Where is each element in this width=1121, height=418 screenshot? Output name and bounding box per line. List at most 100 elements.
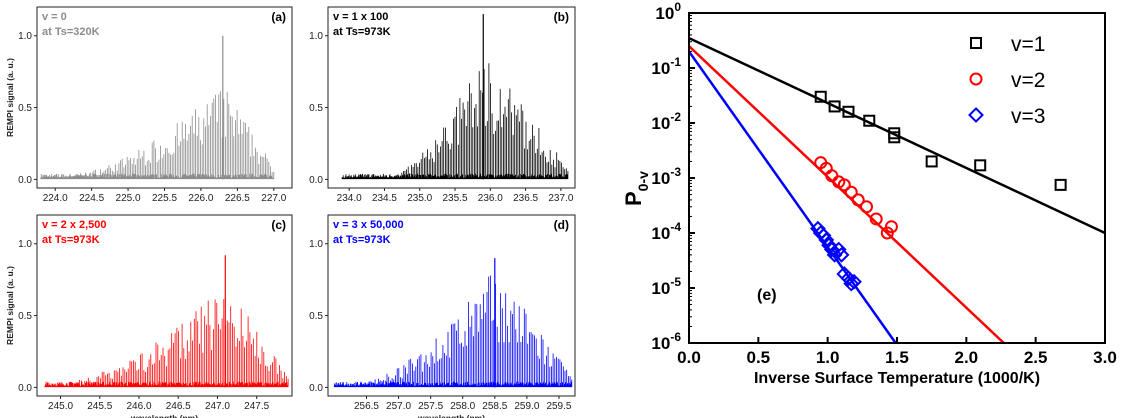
- point-v=1: [828, 100, 841, 113]
- y-tick-label: 1.0: [18, 31, 32, 42]
- x-tick-label: 245.0: [48, 401, 73, 412]
- point-v=3: [815, 227, 832, 244]
- x-tick-label: 225.5: [152, 193, 177, 204]
- x-tick-label: 3.0: [1093, 348, 1117, 367]
- point-v=3: [833, 246, 850, 263]
- x-tick-label: 2.5: [1024, 348, 1048, 367]
- annotation-line-1: v = 0: [42, 11, 67, 23]
- y-tick-base: 10: [651, 279, 670, 298]
- x-tick-label: 256.5: [354, 401, 379, 412]
- point-v=3: [821, 237, 837, 254]
- x-tick-label: 247.0: [205, 401, 230, 412]
- y-tick-label: 0.0: [309, 175, 323, 186]
- x-tick-label: 226.5: [225, 193, 250, 204]
- plot-frame: [688, 12, 1106, 344]
- x-tick-label: 236.5: [513, 193, 538, 204]
- point-v=1: [814, 90, 827, 103]
- y-tick-label: 0.5: [309, 103, 323, 114]
- spectrum-trace: [44, 299, 289, 388]
- point-v=3: [826, 246, 843, 263]
- x-tick-label: 224.5: [79, 193, 104, 204]
- y-tick-label: 0.0: [309, 383, 323, 394]
- x-tick-label: 227.0: [261, 193, 286, 204]
- y-axis-label-subscript: 0-v: [635, 171, 651, 191]
- point-v=3: [830, 241, 847, 258]
- y-tick-label: 10-2: [651, 110, 681, 133]
- plot-frame: [327, 6, 576, 189]
- annotation-line-2: at Ts=973K: [333, 234, 391, 246]
- y-tick-label: 0.5: [18, 311, 32, 322]
- point-v=2: [851, 193, 865, 207]
- x-tick-label: 247.5: [244, 401, 269, 412]
- panel-a: 224.0 224.5 225.0 225.5 226.0 226.5 227.0 0.0 0.…: [5, 6, 293, 204]
- panel-label: (c): [271, 218, 286, 232]
- x-tick-label: 224.0: [43, 193, 68, 204]
- y-tick-base: 10: [655, 4, 674, 23]
- legend: v=1 v=2 v=3: [968, 33, 1045, 128]
- y-tick-label: 1.0: [309, 239, 323, 250]
- spectrum-trace: [341, 63, 569, 180]
- y-tick-base: 10: [651, 224, 670, 243]
- x-tick-label: 259.0: [514, 401, 539, 412]
- y-axis-label: P0-v: [621, 171, 651, 206]
- plot-frame: [36, 214, 293, 397]
- point-v=3: [823, 241, 840, 258]
- y-axis-label-main: P: [621, 191, 646, 206]
- y-tick-label: 10-3: [651, 165, 681, 188]
- x-tick-label: 0.0: [677, 348, 701, 367]
- legend-label: v=3: [1011, 105, 1045, 128]
- plot-frame: [327, 214, 576, 397]
- point-v=2: [884, 220, 898, 234]
- point-v=2: [869, 212, 883, 226]
- point-v=1: [842, 105, 855, 118]
- legend-label: v=2: [1011, 69, 1045, 92]
- point-v=2: [859, 200, 873, 214]
- x-tick-label: 258.5: [482, 401, 507, 412]
- y-tick-label: 100: [655, 0, 681, 23]
- y-tick-label: 1.0: [18, 239, 32, 250]
- x-tick-label: 245.5: [87, 401, 112, 412]
- annotation-line-1: v = 3 x 50,000: [333, 219, 404, 231]
- y-tick-exponent: -3: [670, 165, 681, 179]
- y-tick-label: 10-1: [651, 55, 681, 78]
- y-tick-label: 1.0: [309, 31, 323, 42]
- y-tick-base: 10: [651, 334, 670, 353]
- y-tick-exponent: 0: [674, 0, 681, 14]
- x-tick-label: 257.0: [386, 401, 411, 412]
- panel-e: 0.0 0.5 1.0 1.5 2.0 2.5 3.010010-110-210-310-4…: [621, 0, 1117, 387]
- y-tick-exponent: -2: [670, 110, 681, 124]
- y-tick-label: 0.0: [18, 383, 32, 394]
- x-tick-label: 258.0: [450, 401, 475, 412]
- point-v=1: [1054, 178, 1067, 191]
- panel-label: (d): [554, 218, 569, 232]
- y-tick-exponent: -1: [670, 55, 681, 69]
- x-axis-label: wavelength (nm): [130, 413, 198, 418]
- point-v=1: [888, 131, 901, 144]
- annotation-line-2: at Ts=320K: [42, 26, 100, 38]
- panel-c: 245.0 245.5 246.0 246.5 247.0 247.5 0.0 0.5 1.0 v…: [5, 214, 293, 418]
- point-v=1: [863, 114, 876, 127]
- y-tick-base: 10: [651, 114, 670, 133]
- x-tick-label: 246.5: [166, 401, 191, 412]
- y-tick-label: 0.5: [18, 103, 32, 114]
- y-tick-exponent: -4: [670, 220, 681, 234]
- annotation-line-1: v = 2 x 2,500: [42, 219, 107, 231]
- x-tick-label: 259.5: [546, 401, 571, 412]
- x-tick-label: 1.5: [885, 348, 909, 367]
- panel-b: 234.0 234.5 235.0 235.5 236.0 236.5 237.0 0.0 0.…: [309, 6, 576, 204]
- panel-label: (e): [757, 287, 777, 304]
- x-tick-label: 2.0: [955, 348, 979, 367]
- y-tick-label: 0.0: [18, 175, 32, 186]
- x-tick-label: 234.5: [372, 193, 397, 204]
- x-tick-label: 235.0: [407, 193, 432, 204]
- y-axis-label: REMPI signal (a. u.): [5, 58, 15, 137]
- y-tick-base: 10: [651, 169, 670, 188]
- panel-label: (a): [271, 10, 286, 24]
- x-tick-label: 257.5: [418, 401, 443, 412]
- point-v=2: [844, 185, 858, 199]
- panel-label: (b): [554, 10, 569, 24]
- point-v=1: [974, 159, 987, 172]
- x-tick-label: 0.5: [747, 348, 771, 367]
- point-v=2: [837, 178, 851, 192]
- x-tick-label: 236.0: [478, 193, 503, 204]
